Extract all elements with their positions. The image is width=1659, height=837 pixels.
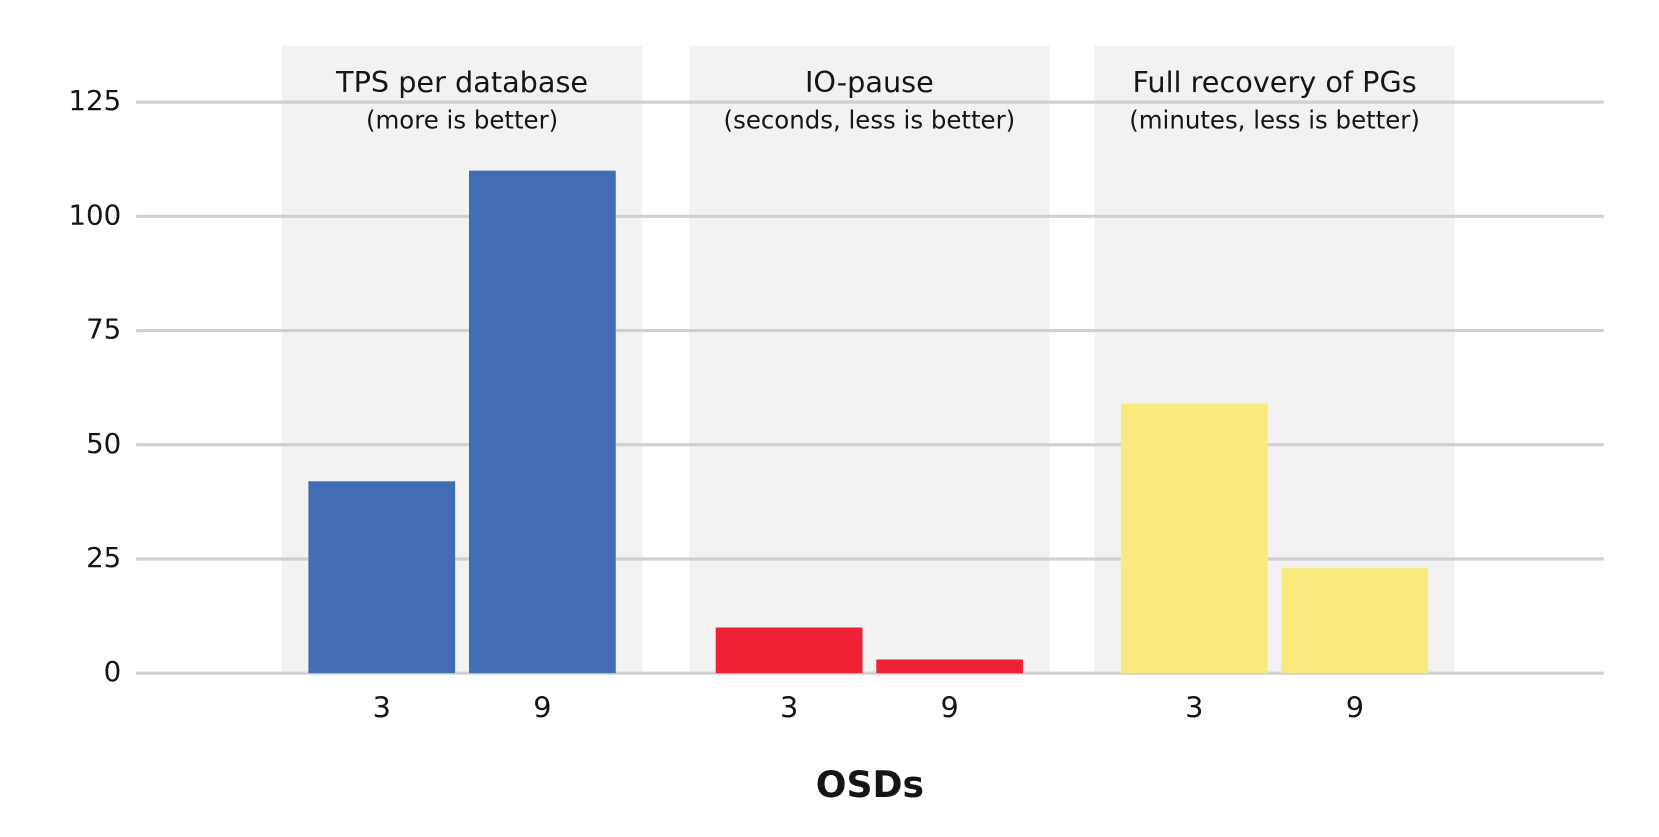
bar — [1120, 403, 1268, 674]
bar — [308, 481, 456, 674]
panel-subtitle: (seconds, less is better) — [724, 105, 1016, 134]
panel-subtitle: (more is better) — [366, 105, 558, 134]
bar — [876, 659, 1024, 674]
panel-subtitle: (minutes, less is better) — [1129, 105, 1420, 134]
x-tick-label: 9 — [941, 690, 959, 724]
panel-title: Full recovery of PGs — [1132, 65, 1416, 99]
y-tick-label: 125 — [68, 84, 121, 117]
x-tick-label: 9 — [533, 690, 551, 724]
panel-background — [689, 45, 1050, 674]
bar — [715, 627, 863, 674]
y-tick-label: 25 — [86, 541, 121, 574]
y-tick-label: 100 — [68, 198, 121, 231]
x-tick-label: 3 — [780, 690, 798, 724]
x-axis-label: OSDs — [816, 763, 924, 806]
y-tick-label: 0 — [104, 655, 122, 688]
y-tick-label: 75 — [86, 313, 121, 346]
panel-title: IO-pause — [805, 65, 934, 99]
panel-title: TPS per database — [335, 65, 588, 99]
x-tick-label: 3 — [1185, 690, 1203, 724]
x-tick-label: 9 — [1346, 690, 1364, 724]
bar — [1281, 568, 1429, 674]
bar — [468, 170, 616, 674]
x-tick-label: 3 — [373, 690, 391, 724]
y-tick-label: 50 — [86, 427, 121, 460]
